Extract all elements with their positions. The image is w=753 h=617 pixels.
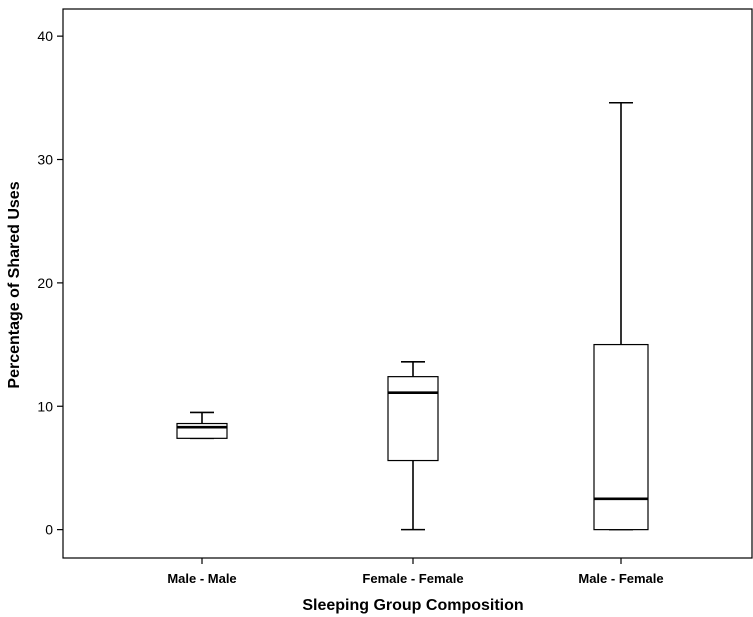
- x-tick-label: Male - Female: [578, 571, 663, 586]
- y-axis-ticks: 0 10 20 30 40: [37, 28, 63, 538]
- y-tick-label: 20: [37, 275, 53, 291]
- iqr-box: [176, 422, 228, 439]
- y-tick-label: 0: [45, 522, 53, 538]
- box-3: [593, 101, 649, 531]
- box-1: [176, 411, 228, 440]
- y-tick-label: 10: [37, 398, 53, 414]
- iqr-box: [387, 376, 439, 462]
- plot-frame: [62, 8, 753, 559]
- x-tick-label: Male - Male: [167, 571, 236, 586]
- box-2: [387, 361, 439, 531]
- iqr-box: [593, 343, 649, 531]
- y-tick-label: 40: [37, 28, 53, 44]
- x-axis-title: Sleeping Group Composition: [302, 597, 523, 614]
- box-series: [176, 101, 649, 531]
- x-axis-ticks: Male - Male Female - Female Male - Female: [167, 558, 664, 586]
- x-tick-label: Female - Female: [362, 571, 463, 586]
- y-axis-title: Percentage of Shared Uses: [6, 181, 23, 388]
- y-tick-label: 30: [37, 152, 53, 168]
